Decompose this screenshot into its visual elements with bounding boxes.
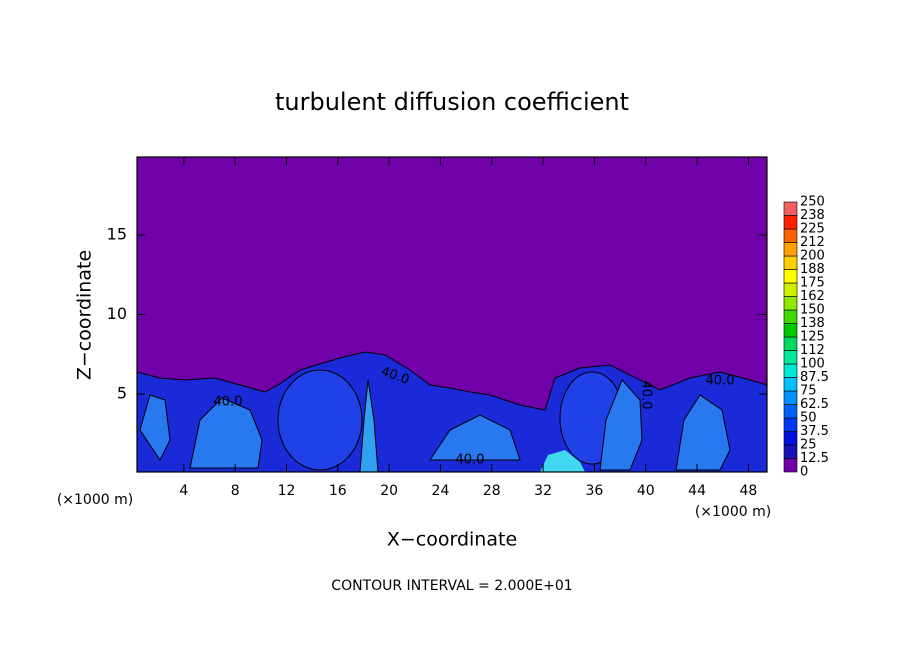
colorbar-label: 225: [800, 222, 825, 237]
field-region: [429, 414, 521, 461]
colorbar-box: [783, 309, 798, 324]
colorbar-box: [783, 228, 798, 243]
x-tick-label: 4: [179, 483, 188, 499]
contour-label: 40.0: [706, 374, 735, 389]
y-tick-label: 5: [117, 384, 127, 403]
field-region: [189, 397, 263, 469]
colorbar-box: [783, 363, 798, 378]
note: CONTOUR INTERVAL = 2.000E+01: [331, 578, 572, 594]
colorbar-box: [783, 417, 798, 432]
field-region: [139, 394, 171, 461]
colorbar-box: [783, 269, 798, 284]
x-unit-label: (×1000 m): [57, 492, 133, 508]
colorbar-box: [783, 296, 798, 311]
colorbar-label: 212: [800, 235, 825, 250]
x-tick-label: 24: [432, 483, 450, 499]
colorbar-box: [783, 255, 798, 270]
colorbar-label: 87.5: [800, 370, 829, 385]
field-region: [599, 379, 643, 471]
contour-label: 40.0: [214, 395, 243, 410]
colorbar-label: 37.5: [800, 424, 829, 439]
colorbar-box: [783, 323, 798, 338]
colorbar-label: 75: [800, 384, 817, 399]
colorbar-box: [783, 242, 798, 257]
x-tick-label: 8: [231, 483, 240, 499]
colorbar-label: 162: [800, 289, 825, 304]
colorbar-box: [783, 444, 798, 459]
y-tick-label: 10: [107, 304, 127, 323]
colorbar-box: [783, 350, 798, 365]
colorbar-label: 238: [800, 208, 825, 223]
x-tick-label: 20: [380, 483, 398, 499]
contour-label: 40.0: [456, 453, 485, 468]
colorbar-box: [783, 215, 798, 230]
colorbar-box: [783, 201, 798, 216]
colorbar-box: [783, 390, 798, 405]
x-tick-label: 40: [637, 483, 655, 499]
colorbar-box: [783, 377, 798, 392]
x-tick-label: 36: [586, 483, 604, 499]
x-unit-label: (×1000 m): [695, 504, 771, 520]
x-axis-label: X−coordinate: [387, 529, 517, 551]
colorbar-label: 188: [800, 262, 825, 277]
colorbar-box: [783, 282, 798, 297]
field-region: [540, 450, 585, 472]
y-tick-label: 15: [107, 224, 127, 243]
colorbar-box: [783, 458, 798, 473]
contour-label: 40.0: [639, 381, 654, 410]
colorbar-label: 150: [800, 303, 825, 318]
colorbar-label: 50: [800, 411, 817, 426]
x-tick-label: 28: [483, 483, 501, 499]
colorbar-box: [783, 431, 798, 446]
field-region: [675, 394, 731, 471]
colorbar-label: 125: [800, 330, 825, 345]
colorbar-label: 12.5: [800, 451, 829, 466]
colorbar-label: 100: [800, 357, 825, 372]
colorbar-label: 25: [800, 438, 817, 453]
colorbar-label: 62.5: [800, 397, 829, 412]
x-tick-label: 48: [739, 483, 757, 499]
chart-title: turbulent diffusion coefficient: [275, 88, 629, 116]
colorbar-label: 0: [800, 465, 808, 480]
field-region: [277, 369, 363, 471]
x-tick-label: 44: [688, 483, 706, 499]
axes: 4 8 12 16 20 24 28 32 36 40 44 4851015012.52537.550…: [107, 157, 829, 499]
colorbar-label: 138: [800, 316, 825, 331]
colorbar-label: 175: [800, 276, 825, 291]
x-tick-label: 12: [278, 483, 296, 499]
colorbar-box: [783, 336, 798, 351]
x-tick-label: 32: [534, 483, 552, 499]
colorbar-box: [783, 404, 798, 419]
field: [136, 157, 768, 473]
colorbar-label: 112: [800, 343, 825, 358]
y-axis-label: Z−coordinate: [74, 250, 96, 380]
x-tick-label: 16: [329, 483, 347, 499]
colorbar-label: 250: [800, 195, 825, 210]
colorbar-label: 200: [800, 249, 825, 264]
